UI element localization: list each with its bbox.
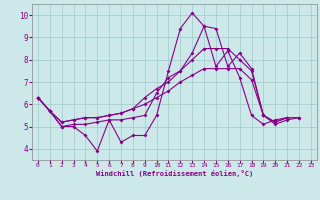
X-axis label: Windchill (Refroidissement éolien,°C): Windchill (Refroidissement éolien,°C): [96, 170, 253, 177]
